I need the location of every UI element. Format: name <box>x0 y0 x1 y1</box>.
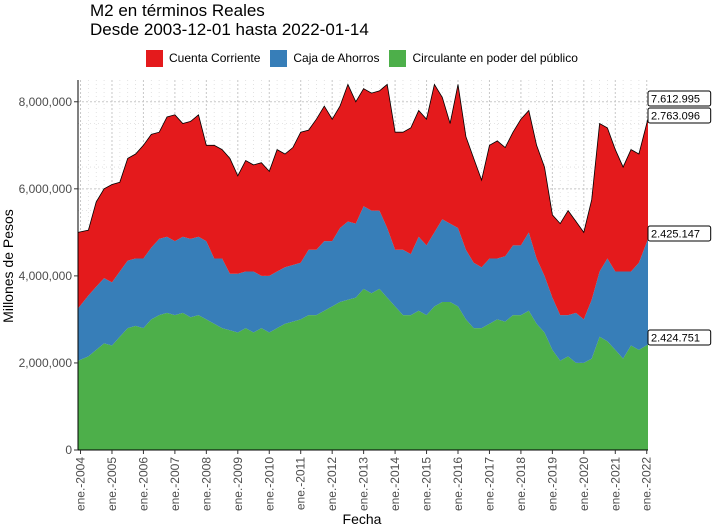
end-label-box <box>647 225 712 242</box>
x-tick-label: ene.-2021 <box>608 457 622 511</box>
x-tick-label: ene.-2009 <box>231 457 245 511</box>
end-label: 7.612.995 <box>651 94 700 106</box>
legend-swatch-cuenta-corriente <box>146 49 163 67</box>
legend-label-circulante: Circulante en poder del público <box>412 51 578 65</box>
area-series-1 <box>78 206 648 363</box>
x-tick-label: ene.-2005 <box>105 457 119 511</box>
x-tick-label: ene.-2011 <box>294 457 308 510</box>
x-tick-label: ene.-2007 <box>168 457 182 511</box>
x-tick-label: ene.-2006 <box>136 457 150 511</box>
total-outline <box>77 83 649 234</box>
chart-legend: Cuenta Corriente Caja de Ahorros Circula… <box>146 48 588 68</box>
x-tick-label: ene.-2008 <box>199 457 213 511</box>
x-tick-label: ene.-2020 <box>577 457 591 511</box>
end-label: 2.424.751 <box>651 333 700 345</box>
x-tick-label: ene.-2012 <box>325 457 339 511</box>
legend-label-cuenta-corriente: Cuenta Corriente <box>169 51 261 65</box>
chart-title: M2 en términos Reales Desde 2003-12-01 h… <box>90 1 369 39</box>
y-tick-label: 4,000,000 <box>19 269 73 283</box>
legend-label-caja-de-ahorros: Caja de Ahorros <box>293 51 380 65</box>
chart-subtitle: Desde 2003-12-01 hasta 2022-01-14 <box>90 20 369 39</box>
area-series-2 <box>78 84 648 320</box>
chart-end-labels: 7.612.995 2.763.096 2.425.147 2.424.751 <box>647 90 712 346</box>
x-tick-label: ene.-2017 <box>483 457 497 511</box>
legend-swatch-caja-de-ahorros <box>270 49 288 67</box>
end-label: 2.425.147 <box>651 229 700 241</box>
x-tick-label: ene.-2010 <box>262 457 276 511</box>
end-label-box <box>647 107 712 124</box>
legend-item-caja-de-ahorros: Caja de Ahorros <box>270 49 380 67</box>
x-tick-label: ene.-2022 <box>640 457 654 511</box>
chart-title-main: M2 en términos Reales <box>90 1 265 20</box>
area-series-0 <box>78 288 648 450</box>
y-tick-label: 0 <box>65 443 72 457</box>
chart-areas <box>77 83 649 450</box>
y-tick-label: 6,000,000 <box>19 182 73 196</box>
legend-swatch-circulante <box>389 49 407 67</box>
x-tick-label: ene.-2018 <box>514 457 528 511</box>
chart-axes <box>77 80 648 451</box>
x-axis-title: Fecha <box>343 511 382 527</box>
x-tick-label: ene.-2019 <box>545 457 559 511</box>
x-tick-label: ene.-2014 <box>388 457 402 511</box>
end-label-box <box>647 329 712 346</box>
legend-item-circulante: Circulante en poder del público <box>389 49 578 67</box>
end-label-box <box>647 90 712 107</box>
x-tick-label: ene.-2016 <box>451 457 465 511</box>
y-tick-label: 2,000,000 <box>19 356 73 370</box>
y-axis-title: Millones de Pesos <box>0 209 16 323</box>
end-label: 2.763.096 <box>651 111 700 123</box>
y-tick-label: 8,000,000 <box>19 95 73 109</box>
x-tick-label: ene.-2013 <box>357 457 371 511</box>
legend-item-cuenta-corriente: Cuenta Corriente <box>146 49 261 67</box>
x-tick-label: ene.-2004 <box>74 457 88 511</box>
x-tick-label: ene.-2015 <box>420 457 434 511</box>
chart-ticks: 0 2,000,000 4,000,000 6,000,000 8,000,000 ene… <box>19 95 654 511</box>
